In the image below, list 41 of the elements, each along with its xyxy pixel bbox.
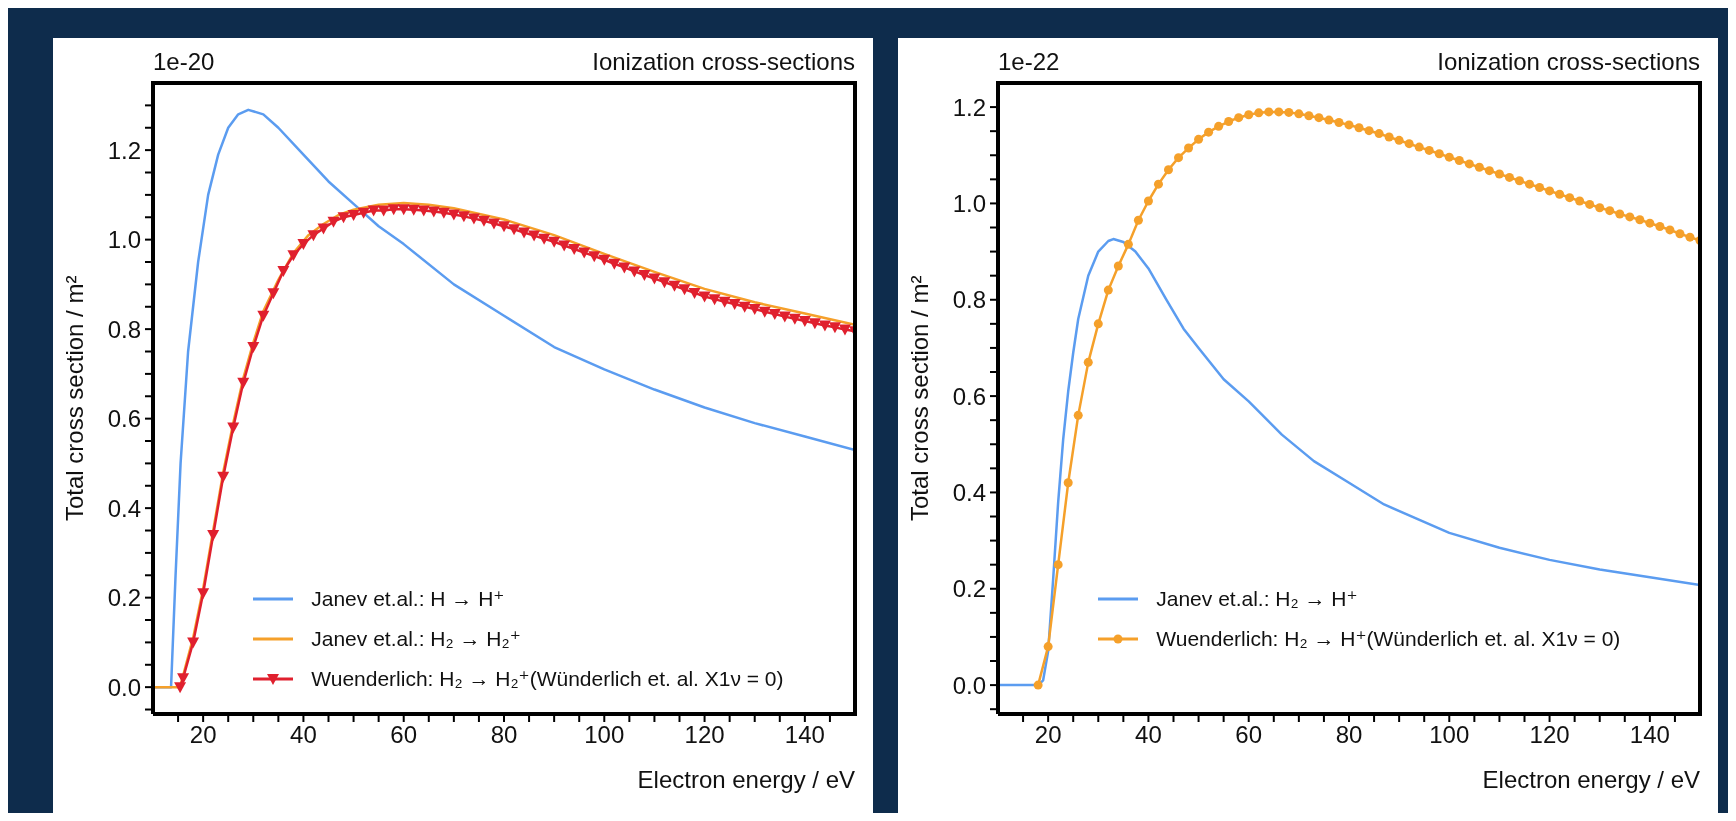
- y-axis-title: Total cross section / m²: [906, 274, 934, 524]
- x-tick-label: 40: [290, 721, 317, 749]
- legend-label: Janev et.al.: H₂ → H⁺: [1156, 587, 1358, 611]
- x-tick-label: 60: [390, 721, 418, 749]
- x-tick-label: 140: [1629, 721, 1670, 749]
- y-tick-label: 1.0: [107, 226, 141, 254]
- y-tick-label: 1.0: [952, 189, 986, 217]
- legend-label: Wuenderlich: H₂ → H⁺(Wünderlich et. al. X1ν = 0): [1156, 627, 1621, 651]
- x-tick-label: 20: [189, 721, 217, 749]
- x-axis-title: Electron energy / eV: [637, 766, 855, 794]
- y-tick-label: 0.0: [952, 671, 986, 699]
- text: 1e-22: [998, 48, 1060, 76]
- x-tick-label: 80: [490, 721, 518, 749]
- x-tick-label: 120: [684, 721, 725, 749]
- chart-title: Ionization cross-sections: [1437, 48, 1700, 76]
- y-tick-label: 0.4: [952, 478, 986, 506]
- x-tick-label: 120: [1529, 721, 1570, 749]
- x-tick-label: 140: [784, 721, 825, 749]
- y-tick-label: 1.2: [107, 136, 141, 164]
- y-axis-title: Total cross section / m²: [61, 274, 89, 524]
- x-tick-label: 20: [1034, 721, 1062, 749]
- legend-label: Wuenderlich: H₂ → H₂⁺(Wünderlich et. al. X1ν = 0): [311, 667, 784, 691]
- chart-title: Ionization cross-sections: [592, 48, 855, 76]
- legend-label: Janev et.al.: H → H⁺: [311, 587, 505, 611]
- x-tick-label: 100: [1429, 721, 1470, 749]
- y-tick-label: 0.6: [952, 382, 986, 410]
- x-axis-title: Electron energy / eV: [1482, 766, 1700, 794]
- y-tick-label: 1.2: [952, 93, 986, 121]
- y-tick-label: 0.8: [952, 286, 986, 314]
- x-tick-label: 60: [1235, 721, 1263, 749]
- legend-label: Janev et.al.: H₂ → H₂⁺: [311, 627, 521, 651]
- x-tick-label: 100: [584, 721, 625, 749]
- y-tick-label: 0.0: [107, 673, 141, 701]
- text: 1e-20: [153, 48, 215, 76]
- x-tick-label: 40: [1135, 721, 1162, 749]
- y-tick-label: 0.6: [107, 405, 141, 433]
- x-tick-label: 80: [1335, 721, 1363, 749]
- y-tick-label: 0.2: [107, 584, 141, 612]
- y-tick-label: 0.2: [952, 575, 986, 603]
- y-tick-label: 0.8: [107, 315, 141, 343]
- y-tick-label: 0.4: [107, 494, 141, 522]
